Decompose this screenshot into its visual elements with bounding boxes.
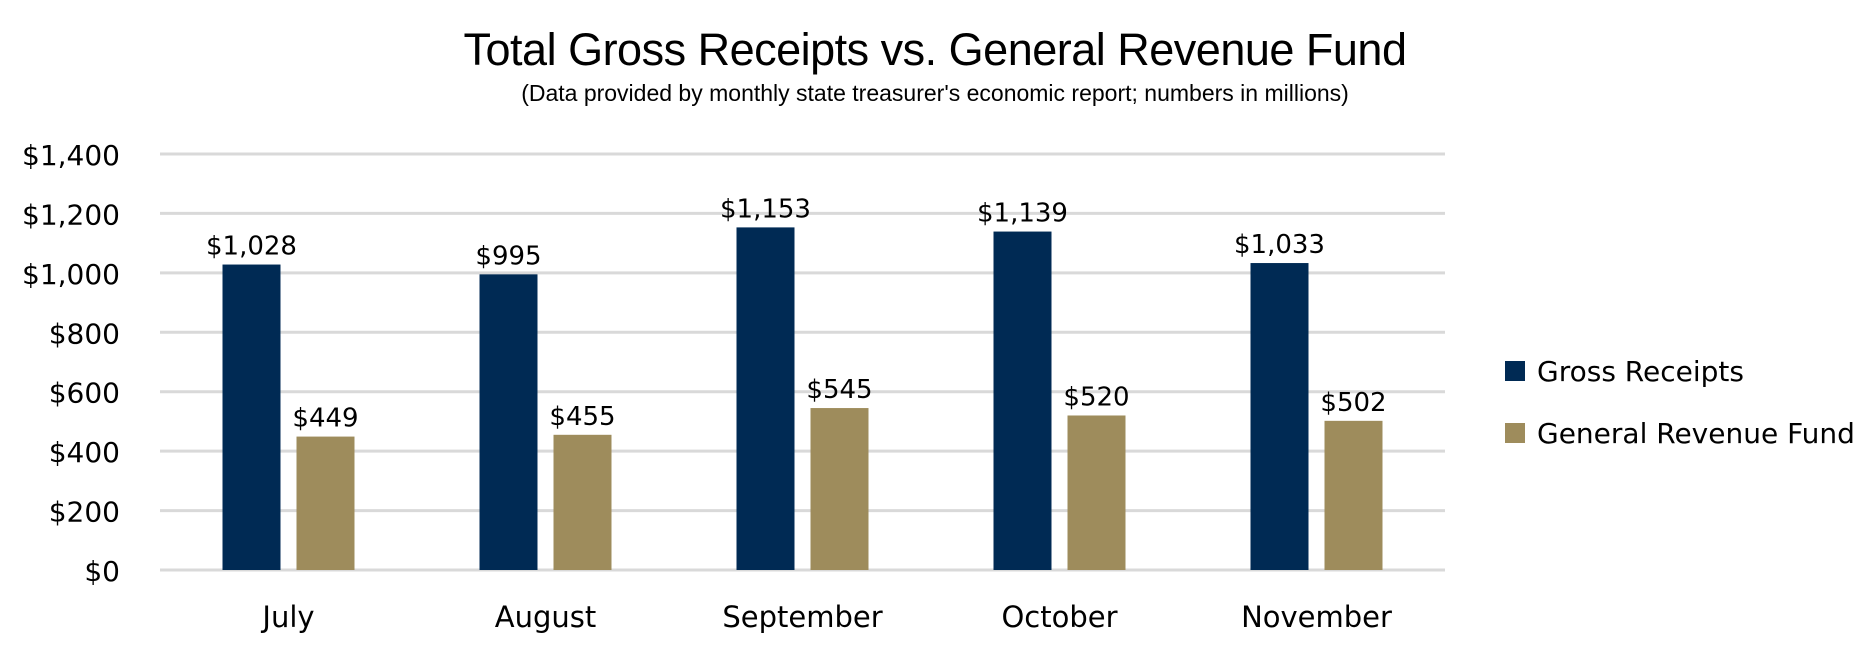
bar-gross-receipts <box>993 231 1052 570</box>
x-tick-label: October <box>1001 600 1117 634</box>
legend-swatch-gross-receipts <box>1505 361 1525 381</box>
y-tick-label: $400 <box>49 436 120 469</box>
legend: Gross Receipts General Revenue Fund <box>1505 340 1855 464</box>
data-label-gross-receipts: $1,033 <box>1234 230 1325 260</box>
legend-swatch-general-revenue-fund <box>1505 423 1525 443</box>
legend-label-gross-receipts: Gross Receipts <box>1537 354 1744 388</box>
bar-general-revenue-fund <box>296 436 355 570</box>
data-label-general-revenue-fund: $449 <box>292 404 358 434</box>
data-label-general-revenue-fund: $455 <box>549 402 615 432</box>
bar-gross-receipts <box>479 274 538 570</box>
y-tick-label: $1,400 <box>22 139 120 172</box>
data-label-general-revenue-fund: $545 <box>806 375 872 405</box>
bar-general-revenue-fund <box>1324 420 1383 570</box>
chart-title: Total Gross Receipts vs. General Revenue… <box>463 24 1407 75</box>
legend-label-general-revenue-fund: General Revenue Fund <box>1537 416 1855 450</box>
y-tick-label: $600 <box>49 377 120 410</box>
chart-subtitle: (Data provided by monthly state treasure… <box>521 80 1349 106</box>
bar-general-revenue-fund <box>1067 415 1126 570</box>
data-label-gross-receipts: $1,153 <box>720 194 811 224</box>
y-tick-label: $0 <box>84 555 120 588</box>
bar-gross-receipts <box>222 264 281 570</box>
x-tick-label: September <box>722 600 882 634</box>
data-label-general-revenue-fund: $520 <box>1063 382 1129 412</box>
bar-general-revenue-fund <box>553 434 612 570</box>
legend-item-gross-receipts: Gross Receipts <box>1505 340 1855 402</box>
y-tick-label: $800 <box>49 317 120 350</box>
data-label-general-revenue-fund: $502 <box>1320 388 1386 418</box>
x-tick-label: July <box>260 600 314 634</box>
data-label-gross-receipts: $995 <box>475 241 541 271</box>
legend-item-general-revenue-fund: General Revenue Fund <box>1505 402 1855 464</box>
y-tick-label: $1,200 <box>22 198 120 231</box>
x-tick-label: August <box>495 600 597 634</box>
x-tick-label: November <box>1241 600 1392 634</box>
bar-general-revenue-fund <box>810 408 869 570</box>
bar-gross-receipts <box>1250 263 1309 570</box>
data-label-gross-receipts: $1,139 <box>977 199 1068 229</box>
data-label-gross-receipts: $1,028 <box>206 232 297 262</box>
y-tick-label: $1,000 <box>22 258 120 291</box>
bar-gross-receipts <box>736 227 795 570</box>
y-tick-label: $200 <box>49 496 120 529</box>
